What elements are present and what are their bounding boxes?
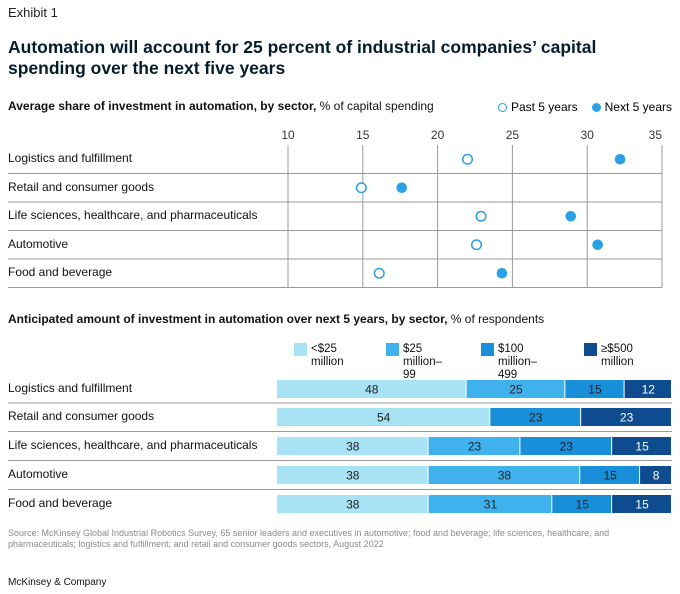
- bar-segment: [277, 408, 490, 426]
- legend-item-past: Past 5 years: [497, 100, 578, 114]
- bar-segment-label: 15: [588, 383, 602, 397]
- bar-segment-label: 8: [653, 469, 660, 483]
- bar-segment-label: 38: [346, 498, 360, 512]
- bar-segment-label: 15: [576, 498, 590, 512]
- bar-segment: [581, 408, 671, 426]
- bar-row-label: Life sciences, healthcare, and pharmaceu…: [8, 438, 258, 452]
- bar-segment: [490, 408, 581, 426]
- bar-segment-label: 25: [509, 383, 523, 397]
- source-note: Source: McKinsey Global Industrial Robot…: [8, 528, 610, 549]
- page-title: Automation will account for 25 percent o…: [8, 37, 597, 78]
- bar-segment-label: 12: [642, 383, 656, 397]
- x-tick-label: 20: [431, 128, 445, 142]
- bar-row-label: Food and beverage: [8, 496, 113, 510]
- past-5-years-point: [373, 267, 385, 279]
- bar-segment-label: 23: [620, 411, 634, 425]
- bar-segment-label: 38: [346, 469, 360, 483]
- bar-segment: [640, 466, 671, 484]
- exhibit-label: Exhibit 1: [8, 5, 58, 20]
- x-tick-label: 15: [356, 128, 370, 142]
- next-5-years-point: [592, 239, 603, 251]
- x-tick-label: 30: [581, 128, 595, 142]
- filled-dot-icon: [591, 102, 601, 112]
- legend-item: ≥$500 million: [584, 343, 634, 369]
- x-tick-label: 10: [281, 128, 295, 142]
- legend-item: <$25 million: [294, 343, 344, 369]
- bar-segment: [428, 495, 552, 513]
- bar-segment: [580, 466, 640, 484]
- bar-segment: [552, 495, 612, 513]
- stacked-bar-chart: 48 25 15 12 54 23 23 38 23 23 15 38 38 15 8 38 31 15 15: [8, 380, 672, 513]
- legend-swatch: [386, 343, 399, 356]
- bar-segment-label: 48: [365, 383, 379, 397]
- next-5-years-point: [614, 153, 626, 165]
- legend-swatch: [584, 343, 597, 356]
- legend-label: ≥$500 million: [601, 343, 634, 368]
- bar-segment: [466, 380, 565, 398]
- legend-swatch: [294, 343, 307, 356]
- legend-swatch: [481, 343, 494, 356]
- x-tick-label: 35: [649, 128, 663, 142]
- legend-label-next: Next 5 years: [604, 100, 672, 114]
- bar-segment-label: 15: [635, 498, 649, 512]
- bar-segment-label: 23: [468, 440, 482, 454]
- dot-row-label: Retail and consumer goods: [8, 179, 155, 194]
- next-5-years-point: [396, 182, 407, 194]
- bar-segment: [565, 380, 624, 398]
- bar-segment: [277, 466, 428, 484]
- bar-segment-label: 23: [529, 411, 543, 425]
- past-5-years-point: [461, 153, 474, 165]
- chart1-subtitle-bold: Average share of investment in automatio…: [8, 99, 317, 113]
- past-5-years-point: [475, 210, 487, 222]
- dot-row-label: Food and beverage: [8, 265, 113, 280]
- bar-segment: [277, 380, 466, 398]
- hollow-dot-icon: [497, 102, 507, 112]
- legend-label: <$25 million: [311, 343, 344, 368]
- x-tick-label: 25: [506, 128, 520, 142]
- chart2-subtitle: Anticipated amount of investment in auto…: [8, 312, 544, 326]
- bar-segment: [624, 380, 671, 398]
- chart2-subtitle-unit: % of respondents: [447, 312, 545, 326]
- bar-row-label: Logistics and fulfillment: [8, 381, 133, 395]
- bar-segment-label: 15: [603, 469, 617, 483]
- chart1-subtitle: Average share of investment in automatio…: [8, 99, 434, 113]
- bar-segment-label: 23: [560, 440, 574, 454]
- bar-segment: [428, 466, 580, 484]
- bar-segment: [612, 495, 671, 513]
- chart1-legend: Past 5 years Next 5 years: [497, 100, 672, 114]
- bar-segment-label: 38: [346, 440, 360, 454]
- dot-plot-chart: 10 15 20 25 30 35: [8, 128, 663, 288]
- bar-segment: [277, 495, 428, 513]
- dot-row-label: Life sciences, healthcare, and pharmaceu…: [8, 208, 258, 223]
- bar-segment-label: 31: [484, 498, 498, 512]
- bar-segment: [277, 437, 428, 455]
- bar-segment-label: 15: [635, 440, 649, 454]
- bar-segment-label: 54: [377, 411, 391, 425]
- past-5-years-point: [355, 182, 367, 194]
- bar-segment: [612, 437, 671, 455]
- legend-item-next: Next 5 years: [591, 100, 672, 114]
- bar-row-label: Automotive: [8, 467, 69, 481]
- brand-logo-text: McKinsey & Company: [8, 577, 107, 588]
- next-5-years-point: [565, 210, 577, 222]
- next-5-years-point: [496, 267, 508, 279]
- dot-row-label: Automotive: [8, 236, 69, 251]
- bar-segment: [428, 437, 520, 455]
- bar-row-label: Retail and consumer goods: [8, 409, 155, 423]
- legend-label-past: Past 5 years: [510, 100, 578, 114]
- chart2-subtitle-bold: Anticipated amount of investment in auto…: [8, 312, 448, 326]
- dot-row-label: Logistics and fulfillment: [8, 151, 133, 166]
- bar-segment-label: 38: [498, 469, 512, 483]
- past-5-years-point: [470, 239, 483, 251]
- chart1-subtitle-unit: % of capital spending: [316, 99, 434, 113]
- bar-segment: [520, 437, 612, 455]
